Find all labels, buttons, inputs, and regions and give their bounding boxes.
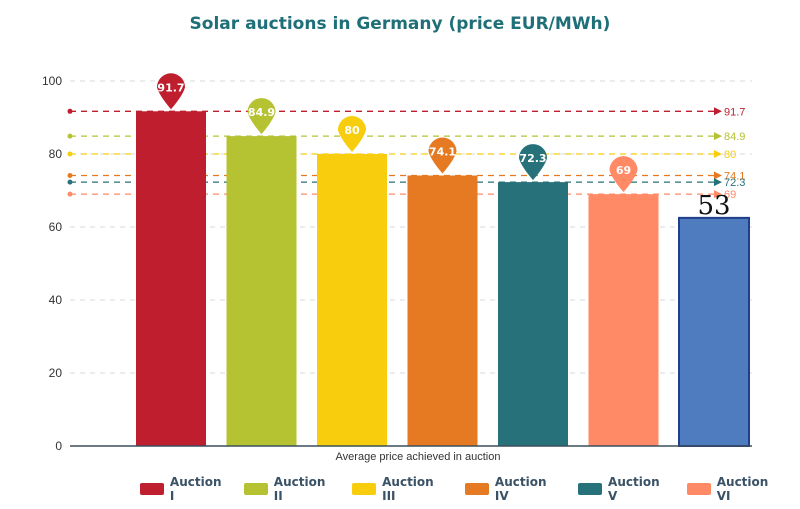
x-axis-label: Average price achieved in auction bbox=[335, 451, 501, 463]
chart-title: Solar auctions in Germany (price EUR/MWh… bbox=[189, 14, 611, 34]
reference-start-dot bbox=[67, 173, 73, 179]
legend-label: Auction VI bbox=[716, 475, 769, 503]
y-tick-label: 80 bbox=[49, 147, 63, 161]
y-tick-label: 20 bbox=[49, 366, 63, 380]
legend-label: Auction V bbox=[608, 475, 660, 503]
legend-swatch bbox=[243, 483, 268, 495]
data-label-pin bbox=[338, 116, 366, 152]
bar bbox=[588, 194, 659, 446]
chart-legend: Auction I Auction II Auction III Auction IV… bbox=[140, 475, 800, 503]
data-label: 69 bbox=[616, 164, 631, 177]
reference-line-label: 69 bbox=[724, 189, 736, 201]
legend-label: Auction II bbox=[273, 475, 326, 503]
y-tick-label: 60 bbox=[49, 220, 63, 234]
legend-item[interactable]: Auction VI bbox=[686, 475, 786, 503]
data-label-pin bbox=[428, 137, 457, 174]
bar bbox=[498, 182, 568, 447]
legend-swatch bbox=[140, 483, 164, 495]
legend-item[interactable]: Auction V bbox=[578, 475, 673, 503]
legend-swatch bbox=[352, 483, 377, 495]
legend-item[interactable]: Auction I bbox=[140, 475, 230, 503]
data-label: 80 bbox=[344, 124, 360, 137]
legend-label: Auction I bbox=[169, 475, 222, 503]
reference-line-label: 91.7 bbox=[724, 106, 745, 118]
reference-line-label: 80 bbox=[724, 149, 736, 161]
reference-arrow bbox=[714, 190, 722, 199]
data-label: 72.3 bbox=[519, 152, 546, 165]
reference-start-dot bbox=[67, 133, 73, 139]
data-label-pin bbox=[247, 98, 276, 135]
legend-swatch bbox=[686, 483, 711, 495]
reference-line-label: 72.3 bbox=[724, 177, 745, 189]
reference-arrow bbox=[714, 107, 722, 116]
reference-start-dot bbox=[67, 108, 73, 114]
bar bbox=[136, 111, 206, 447]
data-label: 91.7 bbox=[157, 81, 184, 94]
legend-item[interactable]: Auction IV bbox=[465, 475, 564, 503]
legend-label: Auction IV bbox=[494, 475, 547, 503]
legend-label: Auction III bbox=[382, 475, 434, 503]
bar bbox=[678, 216, 750, 447]
data-label: 74.1 bbox=[429, 146, 456, 159]
reference-start-dot bbox=[67, 191, 73, 197]
data-label-pin bbox=[157, 73, 185, 110]
reference-start-dot bbox=[67, 179, 73, 185]
legend-swatch bbox=[578, 483, 603, 495]
data-label: 84.9 bbox=[248, 106, 275, 119]
reference-arrow bbox=[714, 178, 722, 187]
data-label-pin bbox=[609, 156, 638, 193]
y-tick-label: 0 bbox=[55, 439, 62, 453]
y-tick-label: 100 bbox=[42, 74, 62, 88]
reference-start-dot bbox=[67, 151, 73, 157]
bar bbox=[226, 136, 297, 447]
reference-arrow bbox=[714, 150, 722, 158]
reference-arrow bbox=[714, 171, 722, 180]
y-tick-label: 40 bbox=[49, 293, 63, 307]
reference-arrow bbox=[714, 132, 722, 141]
legend-item[interactable]: Auction II bbox=[243, 475, 338, 503]
data-label: 53 bbox=[697, 191, 730, 221]
bar bbox=[317, 154, 387, 446]
legend-item[interactable]: Auction III bbox=[352, 475, 451, 503]
reference-line-label: 84.9 bbox=[724, 131, 745, 143]
legend-swatch bbox=[465, 483, 489, 495]
bar bbox=[407, 175, 478, 446]
data-label-pin bbox=[519, 144, 547, 181]
reference-line-label: 74.1 bbox=[724, 171, 745, 183]
